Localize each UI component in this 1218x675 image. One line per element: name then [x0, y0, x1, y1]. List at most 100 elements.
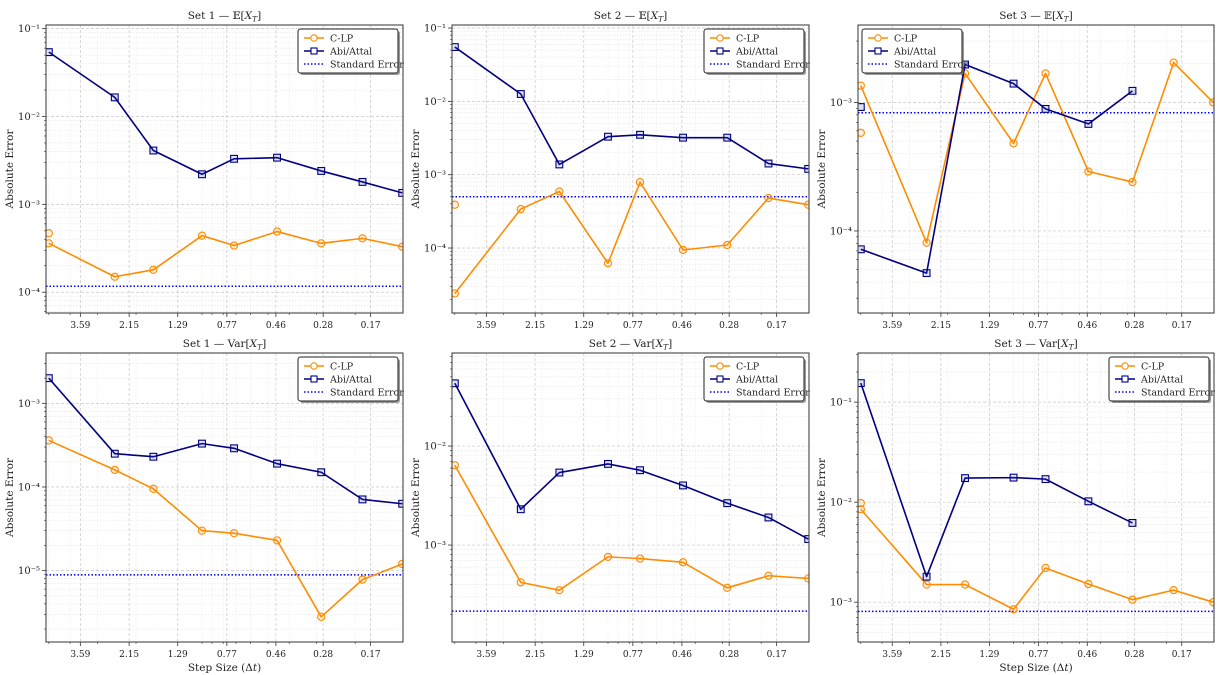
series-line-abi-attal: [860, 63, 1133, 274]
x-tick-label: 0.46: [266, 321, 286, 331]
data-point-abi-attal: [922, 572, 931, 581]
data-point-c-lp: [1128, 177, 1137, 187]
x-tick-label: 3.59: [70, 650, 90, 660]
x-tick-label: 0.28: [1124, 321, 1144, 331]
data-point-abi-attal: [604, 132, 612, 141]
legend-label: C-LP: [736, 362, 760, 373]
data-point-c-lp: [635, 178, 645, 187]
data-point-c-lp: [1169, 585, 1178, 595]
data-point-abi-attal: [1128, 86, 1137, 95]
y-tick-label: 10⁻¹: [424, 24, 446, 35]
data-point-abi-attal: [636, 466, 645, 475]
data-point-c-lp: [110, 465, 119, 475]
data-point-c-lp: [555, 586, 564, 595]
x-tick-label: 0.17: [361, 321, 381, 331]
data-point-c-lp: [635, 554, 645, 563]
axes-frame: [45, 24, 404, 314]
data-point-c-lp: [229, 529, 239, 538]
plot-area: [452, 43, 809, 298]
data-point-abi-attal: [46, 48, 53, 57]
y-axis-label: Absolute Error: [4, 457, 16, 538]
data-point-abi-attal: [636, 130, 645, 139]
data-point-c-lp: [804, 200, 809, 209]
x-tick-label: 0.77: [623, 321, 643, 331]
subplot-title: Set 2 — 𝔼[XT]: [594, 10, 668, 24]
series-line-c-lp: [860, 61, 1214, 244]
legend-item-abi-attal: Abi/Attal: [304, 47, 372, 58]
legend-label: C-LP: [330, 362, 354, 373]
data-point-c-lp: [1209, 598, 1214, 607]
legend-label: C-LP: [1141, 362, 1165, 373]
x-tick-label: 1.29: [979, 321, 999, 331]
data-point-abi-attal: [46, 374, 53, 383]
subplot-title: Set 3 — Var[XT]: [994, 338, 1077, 352]
series-line-abi-attal: [48, 377, 403, 505]
y-tick-label: 10⁻¹: [830, 398, 852, 409]
data-point-abi-attal: [452, 43, 459, 52]
data-point-c-lp: [110, 272, 119, 281]
data-point-abi-attal: [858, 103, 865, 112]
series-line-c-lp: [454, 181, 809, 294]
data-point-abi-attal: [452, 379, 459, 388]
data-point-c-lp: [46, 239, 53, 248]
legend-item-standard-error: Standard Error: [710, 60, 810, 71]
x-tick-label: 1.29: [574, 321, 594, 331]
x-tick-label: 0.17: [767, 321, 787, 331]
data-point-abi-attal: [764, 159, 773, 168]
data-point-abi-attal: [198, 170, 206, 179]
data-point-c-lp: [678, 558, 688, 567]
legend-item-standard-error: Standard Error: [710, 388, 810, 399]
legend-label: Abi/Attal: [1140, 375, 1183, 386]
data-point-c-lp: [858, 128, 865, 137]
x-tick-label: 0.17: [361, 650, 381, 660]
x-tick-label: 0.77: [623, 650, 643, 660]
legend-marker: [716, 34, 724, 42]
data-point-abi-attal: [1009, 79, 1018, 88]
legend-label: Standard Error: [736, 388, 810, 399]
plot-area: [46, 374, 403, 621]
x-tick-label: 2.15: [525, 321, 545, 331]
legend-marker: [874, 47, 882, 55]
legend-label: Abi/Attal: [329, 375, 372, 386]
subplot-2: 10⁻¹ 10⁻² 10⁻³ 10⁻⁴ 3.59 2.15 1.29 0.77 0.46 0.28…: [410, 10, 810, 331]
grid: [858, 353, 1214, 642]
legend-item-standard-error: Standard Error: [304, 60, 404, 71]
x-tick-label: 1.29: [168, 650, 188, 660]
data-point-c-lp: [398, 242, 403, 251]
data-point-c-lp: [1009, 605, 1018, 614]
data-point-c-lp: [764, 193, 773, 203]
x-tick-label: 2.15: [931, 321, 951, 331]
data-point-c-lp: [516, 204, 525, 214]
legend-marker: [716, 362, 724, 370]
data-point-abi-attal: [317, 167, 326, 175]
data-point-abi-attal: [273, 459, 281, 468]
legend-item-c-lp: C-LP: [868, 34, 918, 45]
y-tick-label: 10⁻²: [830, 498, 852, 509]
plot-area: [858, 58, 1214, 278]
legend-label: Abi/Attal: [735, 47, 778, 58]
data-point-c-lp: [272, 536, 282, 545]
subplot-3: 10⁻³ 10⁻⁴ 3.59 2.15 1.29 0.77 0.46 0.28 0.17 Set …: [816, 10, 1215, 331]
data-point-abi-attal: [149, 452, 158, 461]
data-point-abi-attal: [679, 133, 687, 142]
legend-item-abi-attal: Abi/Attal: [1115, 375, 1183, 386]
data-point-abi-attal: [723, 133, 732, 142]
series-line-c-lp: [454, 464, 809, 592]
legend-item-standard-error: Standard Error: [1115, 388, 1215, 399]
legend: C-LP Abi/Attal Standard Error: [297, 356, 404, 403]
legend-label: Standard Error: [330, 60, 404, 71]
legend-label: Abi/Attal: [329, 47, 372, 58]
legend-item-c-lp: C-LP: [710, 34, 760, 45]
legend: C-LP Abi/Attal Standard Error: [1108, 356, 1215, 403]
legend-item-c-lp: C-LP: [304, 34, 354, 45]
data-point-c-lp: [960, 580, 970, 589]
x-tick-label: 0.46: [672, 650, 692, 660]
y-axis-label: Absolute Error: [816, 129, 828, 210]
x-tick-label: 2.15: [931, 650, 951, 660]
x-tick-label: 0.77: [217, 321, 237, 331]
data-point-c-lp: [1169, 58, 1178, 67]
legend-label: C-LP: [736, 34, 760, 45]
data-point-c-lp: [922, 238, 931, 247]
data-point-c-lp: [317, 612, 326, 621]
legend-marker: [310, 34, 318, 42]
